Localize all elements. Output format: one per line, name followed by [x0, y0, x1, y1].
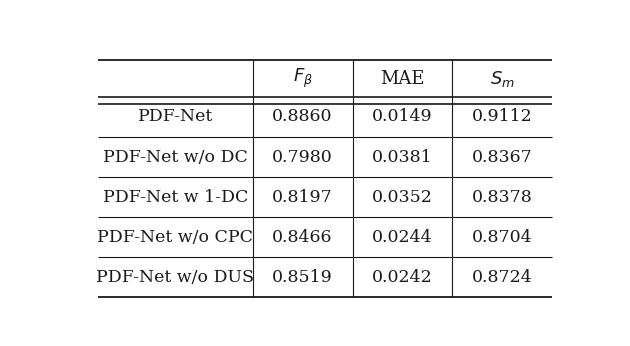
Text: 0.8519: 0.8519 — [272, 269, 333, 286]
Text: PDF-Net: PDF-Net — [138, 108, 213, 126]
Text: 0.8704: 0.8704 — [472, 229, 533, 246]
Text: MAE: MAE — [381, 70, 425, 88]
Text: 0.0242: 0.0242 — [372, 269, 433, 286]
Text: PDF-Net w 1-DC: PDF-Net w 1-DC — [103, 189, 248, 206]
Text: $S_m$: $S_m$ — [490, 69, 515, 89]
Text: 0.8197: 0.8197 — [272, 189, 333, 206]
Text: 0.9112: 0.9112 — [472, 108, 533, 126]
Text: PDF-Net w/o DUS: PDF-Net w/o DUS — [96, 269, 255, 286]
Text: 0.0352: 0.0352 — [372, 189, 433, 206]
Text: 0.7980: 0.7980 — [272, 148, 333, 165]
Text: 0.8466: 0.8466 — [272, 229, 333, 246]
Text: PDF-Net w/o CPC: PDF-Net w/o CPC — [98, 229, 253, 246]
Text: 0.8378: 0.8378 — [472, 189, 533, 206]
Text: 0.0149: 0.0149 — [372, 108, 433, 126]
Text: PDF-Net w/o DC: PDF-Net w/o DC — [103, 148, 248, 165]
Text: 0.0381: 0.0381 — [372, 148, 433, 165]
Text: 0.8367: 0.8367 — [472, 148, 533, 165]
Text: 0.0244: 0.0244 — [372, 229, 433, 246]
Text: $F_{\beta}$: $F_{\beta}$ — [292, 67, 312, 90]
Text: 0.8860: 0.8860 — [272, 108, 333, 126]
Text: 0.8724: 0.8724 — [472, 269, 533, 286]
